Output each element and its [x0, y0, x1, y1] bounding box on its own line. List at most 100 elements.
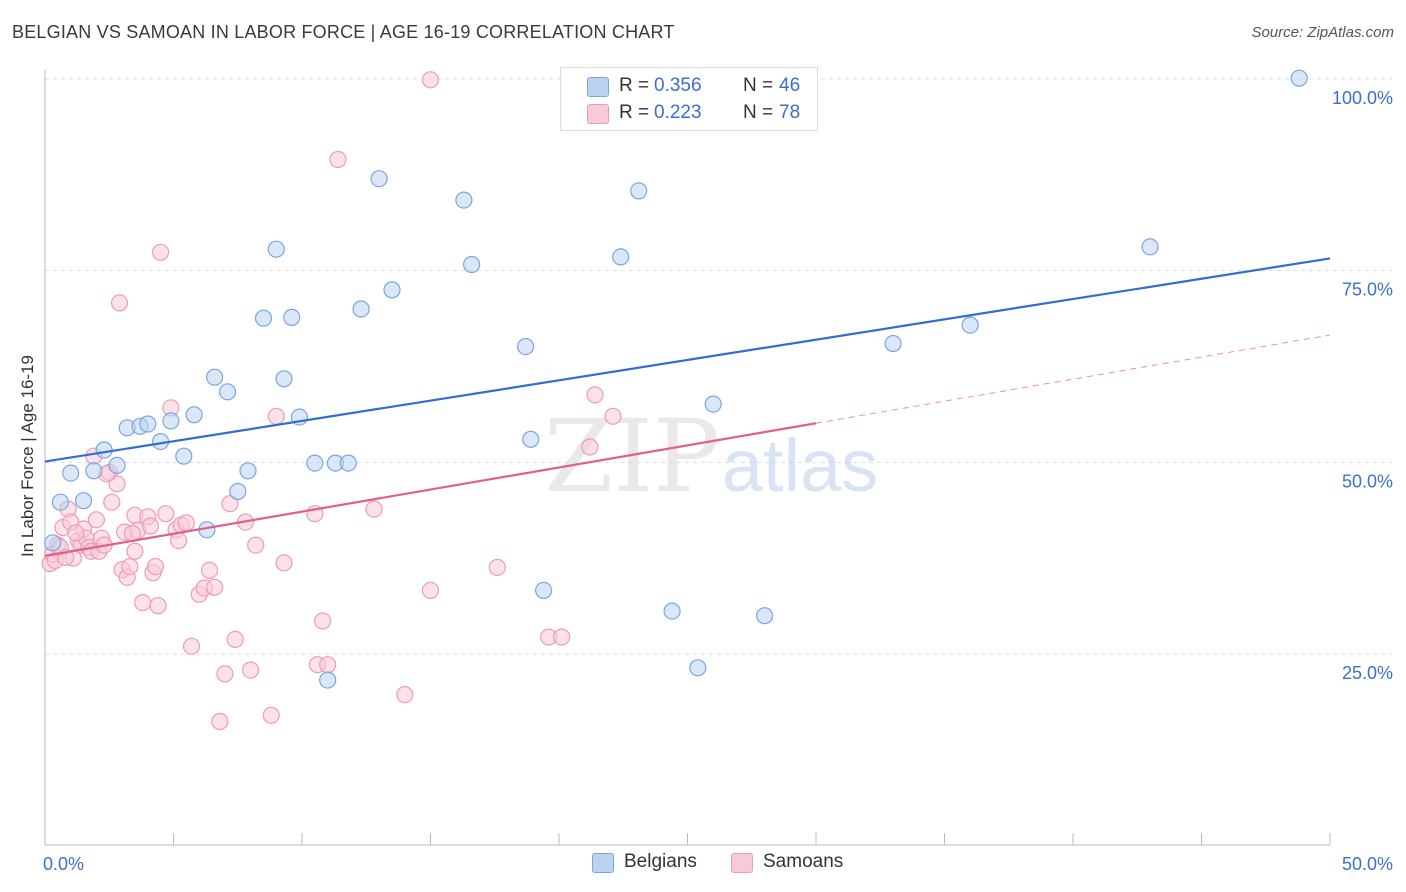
- belgians-point: [352, 300, 370, 318]
- belgians-point: [283, 308, 301, 326]
- belgians-point: [162, 412, 180, 430]
- samoans-point: [152, 243, 170, 261]
- belgians-legend-swatch: [592, 853, 614, 873]
- belgians-swatch: [587, 77, 609, 97]
- samoans-n-value: 78: [779, 102, 801, 123]
- samoans-legend-label: Samoans: [763, 851, 844, 872]
- n-label: N =: [743, 75, 774, 96]
- belgians-point: [44, 534, 62, 552]
- belgians-point: [663, 602, 681, 620]
- belgians-point: [85, 462, 103, 480]
- belgians-point: [74, 492, 93, 510]
- samoans-point: [108, 475, 126, 493]
- samoans-point: [211, 712, 229, 731]
- r-label: R =: [619, 75, 650, 96]
- belgians-r-value: 0.356: [654, 75, 702, 96]
- samoans-point: [216, 665, 234, 683]
- belgians-point: [961, 316, 979, 334]
- samoans-point: [396, 685, 414, 704]
- samoans-point: [275, 554, 293, 572]
- belgians-n-value: 46: [779, 75, 801, 96]
- samoans-point: [221, 495, 239, 513]
- samoans-point: [146, 557, 165, 576]
- belgians-point: [275, 370, 293, 388]
- samoans-point: [586, 386, 604, 404]
- samoans-point: [267, 407, 285, 425]
- samoans-point: [87, 511, 106, 529]
- samoans-trend-line: [44, 422, 817, 557]
- belgians-trend-line: [44, 257, 1331, 463]
- belgians-point: [139, 415, 157, 433]
- belgians-point: [51, 493, 70, 511]
- samoans-point: [581, 438, 599, 456]
- samoans-point: [141, 517, 159, 535]
- samoans-point: [329, 150, 347, 169]
- n-label: N =: [743, 102, 774, 123]
- samoans-point: [134, 593, 152, 612]
- y-axis-label: In Labor Force | Age 16-19: [18, 355, 37, 557]
- samoans-point: [365, 500, 383, 518]
- samoans-r-value: 0.223: [654, 102, 702, 123]
- samoans-point: [319, 656, 337, 674]
- belgians-point: [455, 191, 473, 209]
- belgians-point: [239, 462, 257, 480]
- belgians-point: [884, 334, 902, 353]
- samoans-point: [421, 71, 440, 89]
- y-tick-label: 25.0%: [1342, 663, 1393, 683]
- belgians-point: [516, 338, 535, 356]
- x-tick-label-min: 0.0%: [43, 854, 84, 874]
- samoans-trend-extension: [815, 334, 1331, 424]
- belgians-point: [62, 464, 80, 482]
- watermark-atlas: atlas: [722, 424, 878, 507]
- belgians-point: [319, 671, 337, 689]
- samoans-point: [242, 661, 260, 679]
- belgians-point: [383, 281, 401, 299]
- r-label: R =: [619, 102, 650, 123]
- belgians-point: [185, 406, 203, 424]
- samoans-swatch: [587, 104, 609, 124]
- belgians-point: [755, 607, 774, 625]
- samoans-point: [421, 581, 440, 600]
- belgians-point: [463, 255, 481, 274]
- axes: [44, 70, 1331, 846]
- y-tick-label: 100.0%: [1332, 88, 1393, 108]
- x-tick-label-max: 50.0%: [1342, 854, 1393, 874]
- samoans-point: [182, 637, 201, 655]
- samoans-point: [206, 578, 224, 596]
- samoans-point: [552, 628, 571, 646]
- samoans-point: [103, 493, 121, 511]
- belgians-point: [370, 170, 388, 188]
- belgians-point: [612, 248, 630, 266]
- watermark: ZIP atlas: [544, 398, 878, 515]
- samoans-point: [177, 514, 195, 532]
- belgians-legend-label: Belgians: [624, 851, 697, 872]
- belgians-point: [689, 659, 707, 677]
- tick-labels: 100.0% 75.0% 50.0% 25.0% 0.0% 50.0%: [43, 88, 1393, 874]
- belgians-point: [254, 309, 273, 327]
- belgians-point: [218, 383, 237, 401]
- samoans-point: [604, 407, 622, 425]
- belgians-point: [522, 430, 540, 448]
- chart-title: BELGIAN VS SAMOAN IN LABOR FORCE | AGE 1…: [12, 22, 675, 42]
- belgians-point: [108, 456, 126, 474]
- correlation-legend: R = 0.356 N = 46 R = 0.223 N = 78: [560, 67, 818, 131]
- watermark-zip: ZIP: [544, 398, 720, 515]
- y-tick-label: 75.0%: [1342, 280, 1393, 300]
- samoans-point: [200, 561, 219, 580]
- grid-lines: [45, 78, 1392, 655]
- data-points: [41, 69, 1308, 731]
- chart-source: Source: ZipAtlas.com: [1251, 24, 1394, 41]
- samoans-point: [67, 524, 85, 542]
- belgians-point: [95, 441, 113, 459]
- samoans-legend-swatch: [731, 853, 753, 873]
- belgians-point: [267, 240, 285, 258]
- samoans-point: [262, 706, 280, 724]
- belgians-point: [630, 182, 648, 200]
- samoans-point: [314, 612, 332, 630]
- y-tick-label: 50.0%: [1342, 471, 1393, 491]
- samoans-point: [110, 294, 129, 312]
- samoans-point: [149, 597, 167, 615]
- samoans-point: [247, 536, 265, 554]
- samoans-point: [157, 505, 175, 523]
